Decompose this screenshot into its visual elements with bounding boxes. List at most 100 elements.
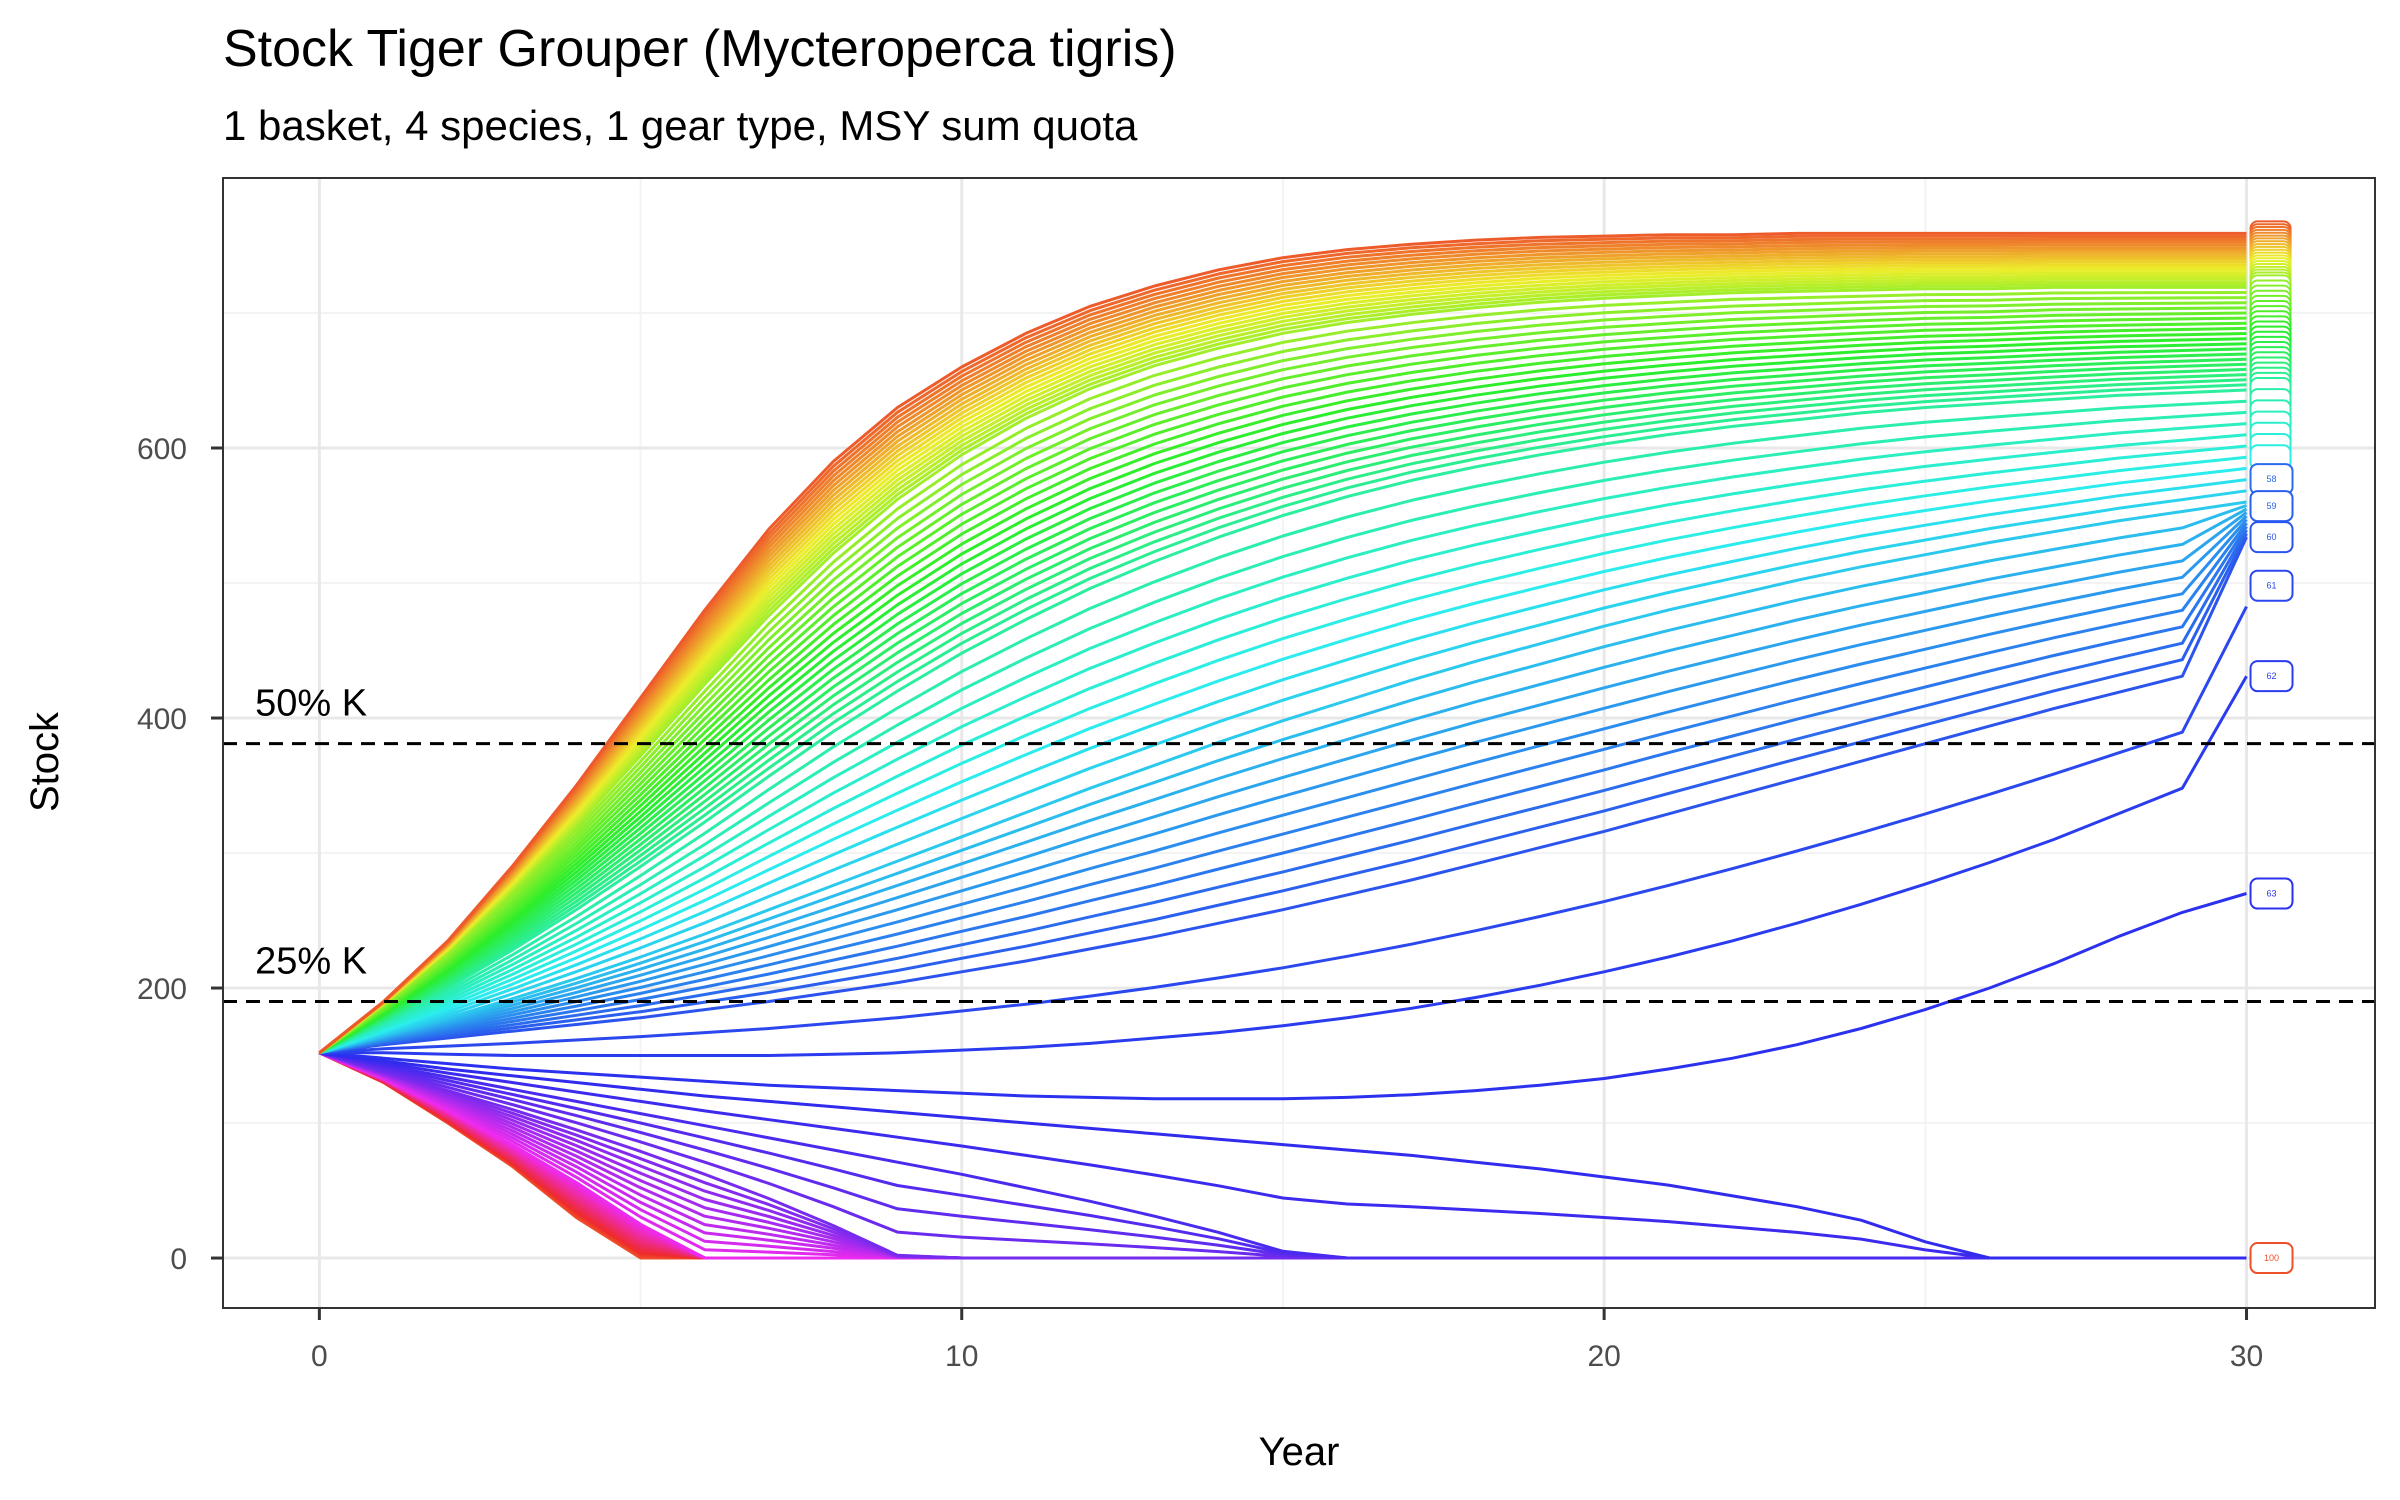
series-line-48 xyxy=(318,478,2247,1055)
series-line-65 xyxy=(319,1051,2247,1260)
series-line-22 xyxy=(318,296,2247,1055)
series-line-33 xyxy=(318,352,2247,1055)
series-line-45 xyxy=(318,444,2247,1055)
end-labels: 58 59 60 61 62 63 100 xyxy=(2249,220,2294,1275)
end-label-text: 59 xyxy=(2267,501,2277,511)
series-line-28 xyxy=(318,326,2247,1055)
end-label-box xyxy=(2249,877,2294,910)
series-line-46 xyxy=(318,455,2247,1055)
series-line-5 xyxy=(318,243,2247,1054)
series-line-49 xyxy=(318,489,2247,1055)
reference-line-label: 25% K xyxy=(255,941,367,983)
x-tick-label: 20 xyxy=(1587,1340,1620,1373)
series-line-57 xyxy=(319,525,2248,1055)
series-line-12 xyxy=(318,263,2247,1054)
end-label-62: 62 xyxy=(2249,660,2294,693)
series-line-43 xyxy=(318,422,2247,1055)
end-label-box xyxy=(2249,660,2294,693)
series-line-47 xyxy=(318,466,2247,1055)
series-line-37 xyxy=(318,373,2247,1055)
series-line-9 xyxy=(318,254,2247,1054)
end-label-58: 58 xyxy=(2249,463,2294,496)
series-line-39 xyxy=(318,383,2247,1055)
series-line-50 xyxy=(319,500,2247,1055)
series-line-30 xyxy=(318,337,2247,1055)
series-line-51 xyxy=(319,504,2247,1055)
x-tick-label: 30 xyxy=(2230,1340,2263,1373)
series-line-56 xyxy=(319,522,2248,1055)
y-axis-title: Stock xyxy=(23,711,67,812)
series-line-21 xyxy=(318,291,2247,1055)
x-tick-label: 10 xyxy=(945,1340,978,1373)
end-label-60: 60 xyxy=(2249,521,2294,554)
end-label-59: 59 xyxy=(2249,490,2294,523)
series-line-54 xyxy=(319,515,2248,1055)
series-line-17 xyxy=(318,277,2247,1054)
panel-border xyxy=(222,177,2376,1309)
x-axis-title: Year xyxy=(1259,1430,1340,1474)
series-line-34 xyxy=(318,357,2247,1055)
series-line-13 xyxy=(318,266,2247,1054)
series-line-38 xyxy=(318,378,2247,1055)
axes: 0 10 20 30 0 200 400 600 xyxy=(137,433,2263,1373)
series-line-35 xyxy=(318,362,2247,1055)
chart-subtitle: 1 basket, 4 species, 1 gear type, MSY su… xyxy=(223,102,1138,149)
end-label-100: 100 xyxy=(2249,1242,2294,1275)
series-line-27 xyxy=(318,321,2247,1055)
end-label-61: 61 xyxy=(2249,569,2294,602)
end-label-box xyxy=(2249,490,2294,523)
series-line-15 xyxy=(318,271,2247,1054)
series-line-32 xyxy=(318,347,2247,1055)
series-line-44 xyxy=(318,433,2247,1055)
series-line-1 xyxy=(318,231,2247,1054)
series-line-3 xyxy=(318,237,2247,1054)
chart-title: Stock Tiger Grouper (Mycteroperca tigris… xyxy=(223,20,1177,78)
end-label-text: 63 xyxy=(2267,889,2277,899)
reference-lines: 50% K 25% K xyxy=(223,683,2375,1004)
end-label-box xyxy=(2249,1242,2294,1275)
series-line-19 xyxy=(318,283,2247,1054)
end-label-text: 61 xyxy=(2267,581,2277,591)
series-line-11 xyxy=(318,260,2247,1054)
series-line-2 xyxy=(318,234,2247,1054)
y-tick-label: 400 xyxy=(137,703,187,736)
series-line-6 xyxy=(318,246,2247,1054)
series-line-58 xyxy=(319,529,2248,1055)
series-line-25 xyxy=(318,311,2247,1055)
reference-line-label: 50% K xyxy=(255,683,367,725)
end-label-box xyxy=(2249,569,2294,602)
series-line-63 xyxy=(319,892,2247,1101)
end-label-text: 100 xyxy=(2264,1253,2279,1263)
series-line-23 xyxy=(318,301,2247,1055)
series-line-55 xyxy=(319,518,2248,1055)
series-line-14 xyxy=(318,268,2247,1054)
end-label-text: 58 xyxy=(2267,474,2277,484)
series-line-64 xyxy=(319,1051,2247,1260)
series-line-41 xyxy=(318,399,2247,1055)
series-line-31 xyxy=(318,342,2247,1055)
y-tick-label: 600 xyxy=(137,433,187,466)
series-line-36 xyxy=(318,367,2247,1055)
series-line-24 xyxy=(318,306,2247,1055)
series-line-53 xyxy=(319,511,2248,1055)
series-line-20 xyxy=(318,285,2247,1054)
series-line-10 xyxy=(318,257,2247,1054)
series-line-42 xyxy=(318,410,2247,1055)
series-line-59 xyxy=(319,532,2248,1055)
end-label-63: 63 xyxy=(2249,877,2294,910)
reference-line-quarter-k: 25% K xyxy=(223,941,2375,1004)
series-lines xyxy=(318,231,2248,1260)
series-line-7 xyxy=(318,248,2247,1054)
end-label-text: 60 xyxy=(2267,532,2277,542)
end-label-box xyxy=(2249,521,2294,554)
series-line-40 xyxy=(318,388,2247,1055)
series-line-66 xyxy=(319,1051,2247,1260)
y-tick-label: 0 xyxy=(170,1243,187,1276)
reference-line-half-k: 50% K xyxy=(223,683,2375,746)
series-line-26 xyxy=(318,316,2247,1055)
series-line-4 xyxy=(318,240,2247,1054)
series-line-61 xyxy=(319,605,2248,1055)
series-line-62 xyxy=(319,675,2248,1057)
series-line-18 xyxy=(318,280,2247,1054)
